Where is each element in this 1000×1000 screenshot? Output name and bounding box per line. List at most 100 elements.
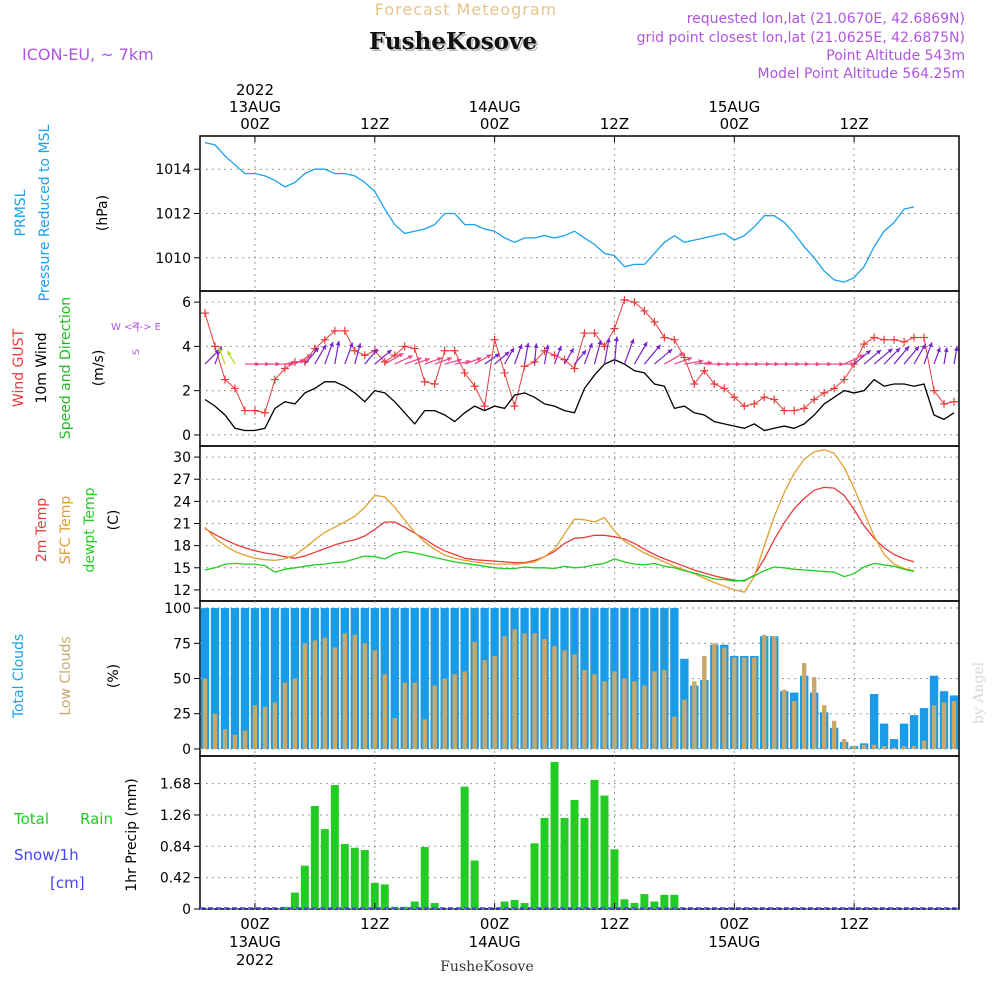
gust-marker <box>490 335 499 344</box>
total-cloud-bar <box>670 608 679 749</box>
gust-marker <box>800 404 809 413</box>
sfc-temp-label: SFC Temp <box>58 496 74 565</box>
wind-arrow-head <box>887 348 893 354</box>
low-cloud-bar <box>921 740 927 749</box>
wind-arrow-head <box>687 356 692 362</box>
wind-arrow-head <box>494 353 500 358</box>
wind-arrow-head <box>504 351 510 357</box>
gust-marker <box>660 333 669 342</box>
total-cloud-bar <box>919 708 929 749</box>
low-cloud-bar <box>342 633 348 749</box>
gust-marker <box>220 375 229 384</box>
rain-bar <box>460 786 469 909</box>
gust-marker <box>420 377 429 386</box>
low-cloud-bar <box>871 744 877 749</box>
gust-marker <box>900 337 909 346</box>
gust-marker <box>630 298 639 307</box>
total-cloud-bar <box>600 608 609 749</box>
gust-marker <box>620 295 629 304</box>
gust-marker <box>510 402 519 411</box>
low-cloud-bar <box>562 650 567 749</box>
time-label-bottom: 13AUG <box>229 933 281 951</box>
wind-arrow-head <box>373 348 378 354</box>
low-cloud-bar <box>292 678 298 749</box>
gust-marker <box>340 326 349 335</box>
gust-marker <box>500 368 509 377</box>
time-label-bottom: 12Z <box>600 915 629 933</box>
wind-unit-label: (m/s) <box>91 350 107 387</box>
watermark: by Angel <box>971 661 987 724</box>
low-clouds-label: Low Clouds <box>58 636 74 715</box>
wind-arrow-head <box>306 354 312 359</box>
low-cloud-bar <box>422 719 427 749</box>
gust-marker <box>830 384 839 393</box>
total-cloud-bar <box>390 608 399 749</box>
ytick-label: 50 <box>173 672 191 688</box>
low-cloud-bar <box>322 637 328 749</box>
gust-marker <box>690 380 699 388</box>
low-cloud-bar <box>312 640 318 749</box>
time-label-bottom: 00Z <box>480 915 509 933</box>
gust-marker <box>610 324 619 333</box>
wind-arrow-head <box>398 353 404 358</box>
rain-bar <box>650 901 659 909</box>
ytick-label: 1012 <box>155 207 191 223</box>
wind-arrow-head <box>667 349 673 354</box>
wind-arrow-head <box>348 342 354 348</box>
low-cloud-bar <box>262 706 268 749</box>
time-label-bottom: 15AUG <box>708 933 760 951</box>
low-cloud-bar <box>632 681 637 749</box>
compass-we: W <-|-> E <box>111 322 161 333</box>
gust-marker <box>650 318 659 326</box>
wind-arrow-head <box>629 338 635 344</box>
gust-marker <box>720 384 729 393</box>
low-cloud-bar <box>212 713 218 749</box>
low-cloud-bar <box>482 660 487 749</box>
low-cloud-bar <box>802 663 807 749</box>
total-cloud-bar <box>909 715 919 749</box>
ytick-label: 27 <box>173 472 191 488</box>
wind-arrow-head <box>437 357 442 362</box>
wind-arrow-head <box>936 347 941 353</box>
time-label-top: 00Z <box>480 115 509 133</box>
total-cloud-bar <box>430 608 439 749</box>
wind-arrow-head <box>859 354 865 359</box>
low-cloud-bar <box>911 746 917 749</box>
wind-arrow-head <box>943 347 949 353</box>
wind-labels: Wind GUST 10m Wind Speed and Direction (… <box>11 297 161 439</box>
low-cloud-bar <box>202 678 208 749</box>
rain-bar <box>300 865 309 909</box>
closest-coords: grid point closest lon,lat (21.0625E, 42… <box>637 30 965 46</box>
rain-bar <box>340 844 349 909</box>
total-cloud-bar <box>250 608 260 749</box>
gust-marker <box>810 395 819 404</box>
total-cloud-bar <box>230 608 240 749</box>
rain-bar <box>530 843 539 909</box>
low-cloud-bar <box>282 682 288 749</box>
compass-s: S <box>132 349 142 355</box>
low-cloud-bar <box>682 699 687 749</box>
wind-arrow-head <box>904 346 909 352</box>
data-layer <box>200 141 959 909</box>
temp-line-0 <box>204 486 915 582</box>
gust-marker <box>910 333 919 342</box>
rain-bar <box>370 882 379 909</box>
low-cloud-bar <box>772 636 777 749</box>
low-cloud-bar <box>841 739 847 749</box>
wind-arrow-head <box>386 349 392 355</box>
wind-arrow-head <box>424 357 430 363</box>
low-cloud-bar <box>642 685 647 749</box>
gust-marker <box>480 402 489 411</box>
low-cloud-bar <box>622 678 627 749</box>
low-cloud-bar <box>722 647 727 749</box>
wind-arrow-head <box>588 343 593 348</box>
gust-marker <box>710 380 719 388</box>
rain-bar <box>290 892 299 909</box>
ytick-label: 30 <box>173 450 191 466</box>
total-cloud-bar <box>210 608 220 749</box>
wind-arrow-head <box>914 346 919 352</box>
gust-marker <box>780 406 789 415</box>
time-label-bottom: 12Z <box>839 915 868 933</box>
total-cloud-bar <box>240 608 250 749</box>
